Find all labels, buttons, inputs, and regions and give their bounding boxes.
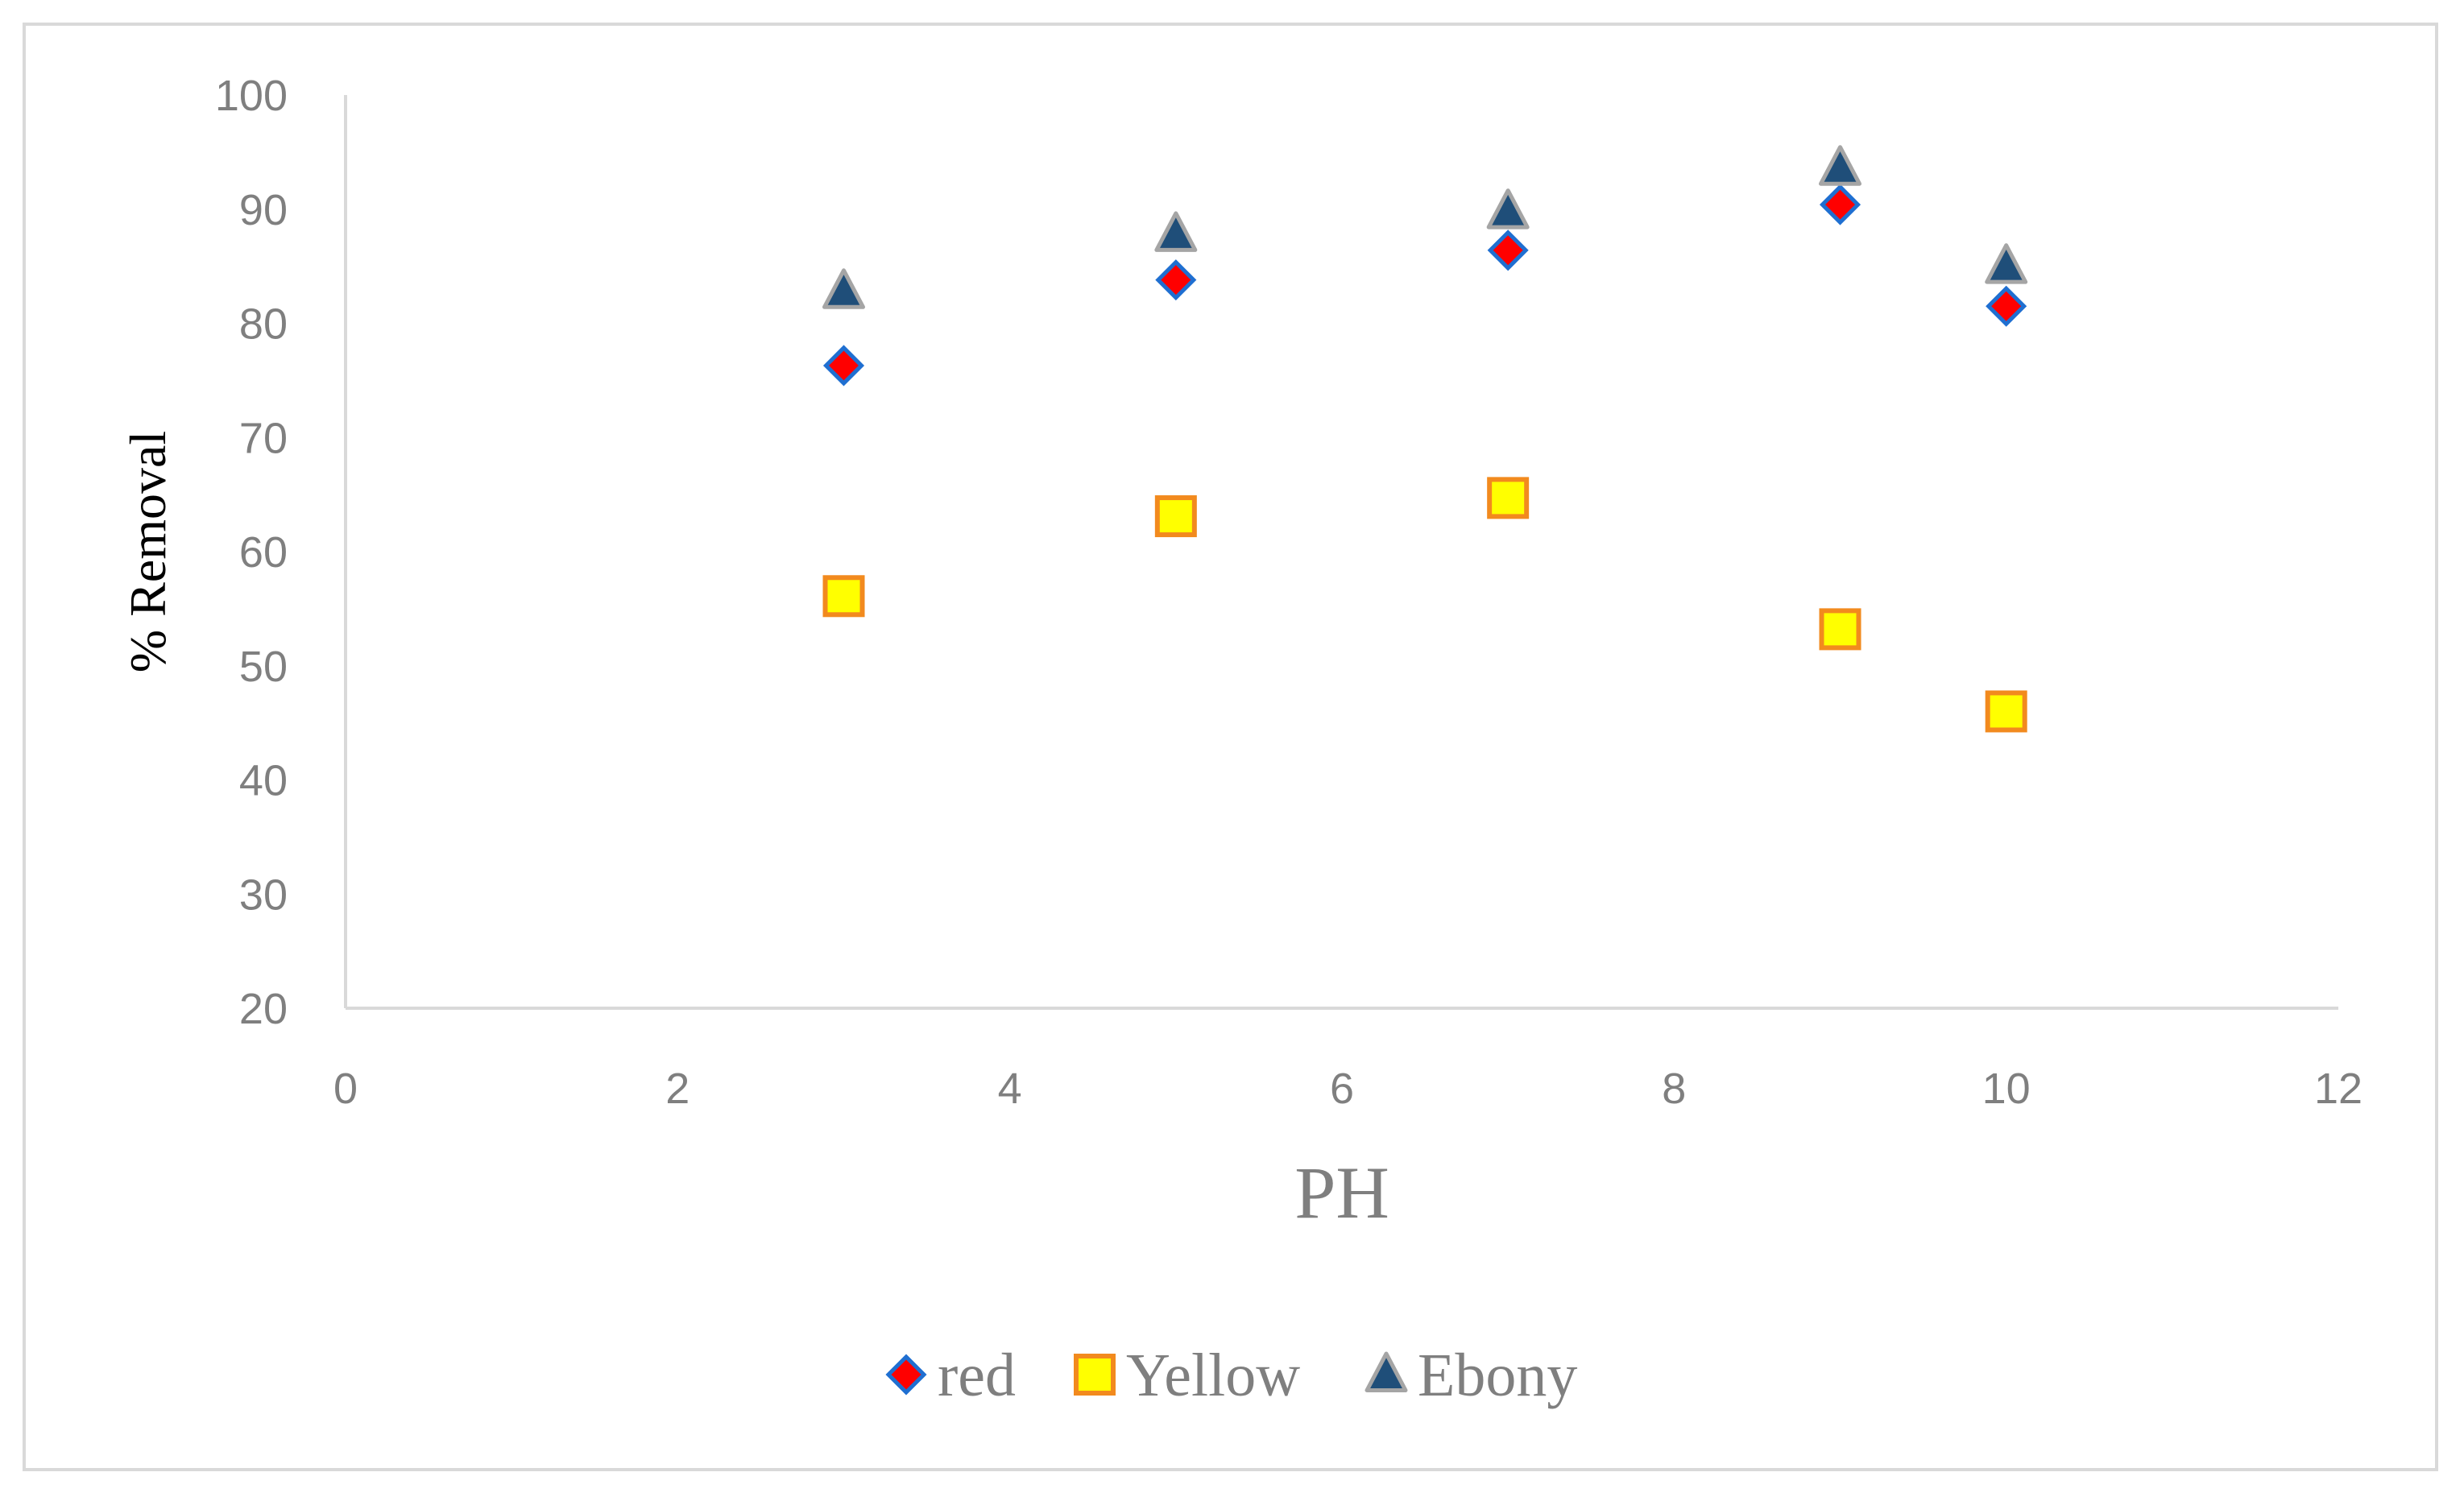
x-tick-labels: 0 2 4 6 8 10 12 xyxy=(333,1065,2363,1113)
x-tick-label: 6 xyxy=(1330,1065,1354,1113)
y-tick-label: 60 xyxy=(239,528,288,577)
series-yellow xyxy=(822,477,2027,733)
y-tick-label: 70 xyxy=(239,414,288,462)
y-tick-label: 100 xyxy=(215,72,288,120)
y-axis-title: % Removal xyxy=(119,431,176,672)
y-tick-label: 80 xyxy=(239,300,288,349)
legend-item-red: red xyxy=(885,1342,1016,1409)
x-tick-label: 8 xyxy=(1662,1065,1686,1113)
x-tick-label: 12 xyxy=(2314,1065,2363,1113)
data-point-diamond xyxy=(1819,184,1861,225)
series-ebony xyxy=(822,145,2028,309)
data-point-square xyxy=(822,575,865,618)
x-tick-label: 4 xyxy=(998,1065,1022,1113)
legend-item-yellow: Yellow xyxy=(1074,1342,1300,1409)
legend-marker-diamond xyxy=(885,1354,927,1396)
y-tick-label: 50 xyxy=(239,643,288,691)
series-red xyxy=(822,184,2027,387)
data-point-diamond xyxy=(1155,259,1197,301)
y-tick-label: 40 xyxy=(239,757,288,805)
legend-item-ebony: Ebony xyxy=(1365,1342,1577,1409)
data-point-diamond xyxy=(1986,285,2027,327)
legend-marker-square xyxy=(1074,1354,1116,1396)
data-point-triangle xyxy=(1819,145,1861,186)
data-point-triangle xyxy=(822,268,865,309)
x-axis-title: PH xyxy=(1294,1152,1389,1234)
legend-marker-triangle xyxy=(1365,1351,1408,1392)
legend: red Yellow Ebony xyxy=(885,1342,1577,1409)
legend-label: red xyxy=(938,1342,1016,1409)
y-tick-label: 20 xyxy=(239,985,288,1033)
data-point-square xyxy=(1819,608,1861,651)
plot-points xyxy=(822,145,2028,733)
data-point-diamond xyxy=(1487,230,1529,271)
data-point-triangle xyxy=(1985,243,2028,284)
data-point-triangle xyxy=(1154,211,1198,252)
legend-label: Ebony xyxy=(1418,1342,1577,1409)
data-point-square xyxy=(1985,690,2027,733)
data-point-square xyxy=(1154,495,1197,538)
data-point-diamond xyxy=(822,345,865,387)
y-tick-labels: 20 30 40 50 60 70 80 90 100 xyxy=(215,72,288,1033)
x-tick-label: 0 xyxy=(333,1065,358,1113)
y-tick-label: 90 xyxy=(239,186,288,234)
data-point-triangle xyxy=(1486,188,1530,230)
data-point-square xyxy=(1487,477,1530,519)
legend-label: Yellow xyxy=(1126,1342,1300,1409)
x-tick-label: 2 xyxy=(665,1065,690,1113)
y-tick-label: 30 xyxy=(239,870,288,919)
chart-frame xyxy=(23,23,2438,1471)
x-tick-label: 10 xyxy=(1982,1065,2031,1113)
axes xyxy=(344,95,2338,1010)
